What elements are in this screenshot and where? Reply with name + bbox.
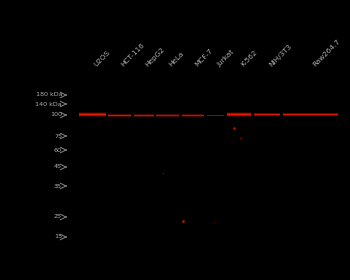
Text: HepG2: HepG2 — [144, 46, 166, 68]
Text: 100: 100 — [50, 113, 62, 118]
Text: Raw264.7: Raw264.7 — [311, 38, 341, 68]
Text: NIH/3T3: NIH/3T3 — [267, 43, 293, 68]
Text: 60: 60 — [54, 148, 62, 153]
Text: U2OS: U2OS — [93, 50, 111, 68]
Text: Jurkat: Jurkat — [216, 49, 235, 68]
Text: 75: 75 — [54, 134, 62, 139]
Text: K-562: K-562 — [239, 49, 258, 68]
Text: HCT-116: HCT-116 — [120, 42, 146, 68]
Text: 140 kDa: 140 kDa — [35, 102, 62, 106]
Text: 25: 25 — [54, 214, 62, 220]
Text: 180 kDa: 180 kDa — [35, 92, 62, 97]
Text: MCF-7: MCF-7 — [194, 48, 214, 68]
Text: HeLa: HeLa — [168, 51, 186, 68]
Text: 35: 35 — [54, 183, 62, 188]
Text: 45: 45 — [54, 165, 62, 169]
Text: 15: 15 — [54, 235, 62, 239]
